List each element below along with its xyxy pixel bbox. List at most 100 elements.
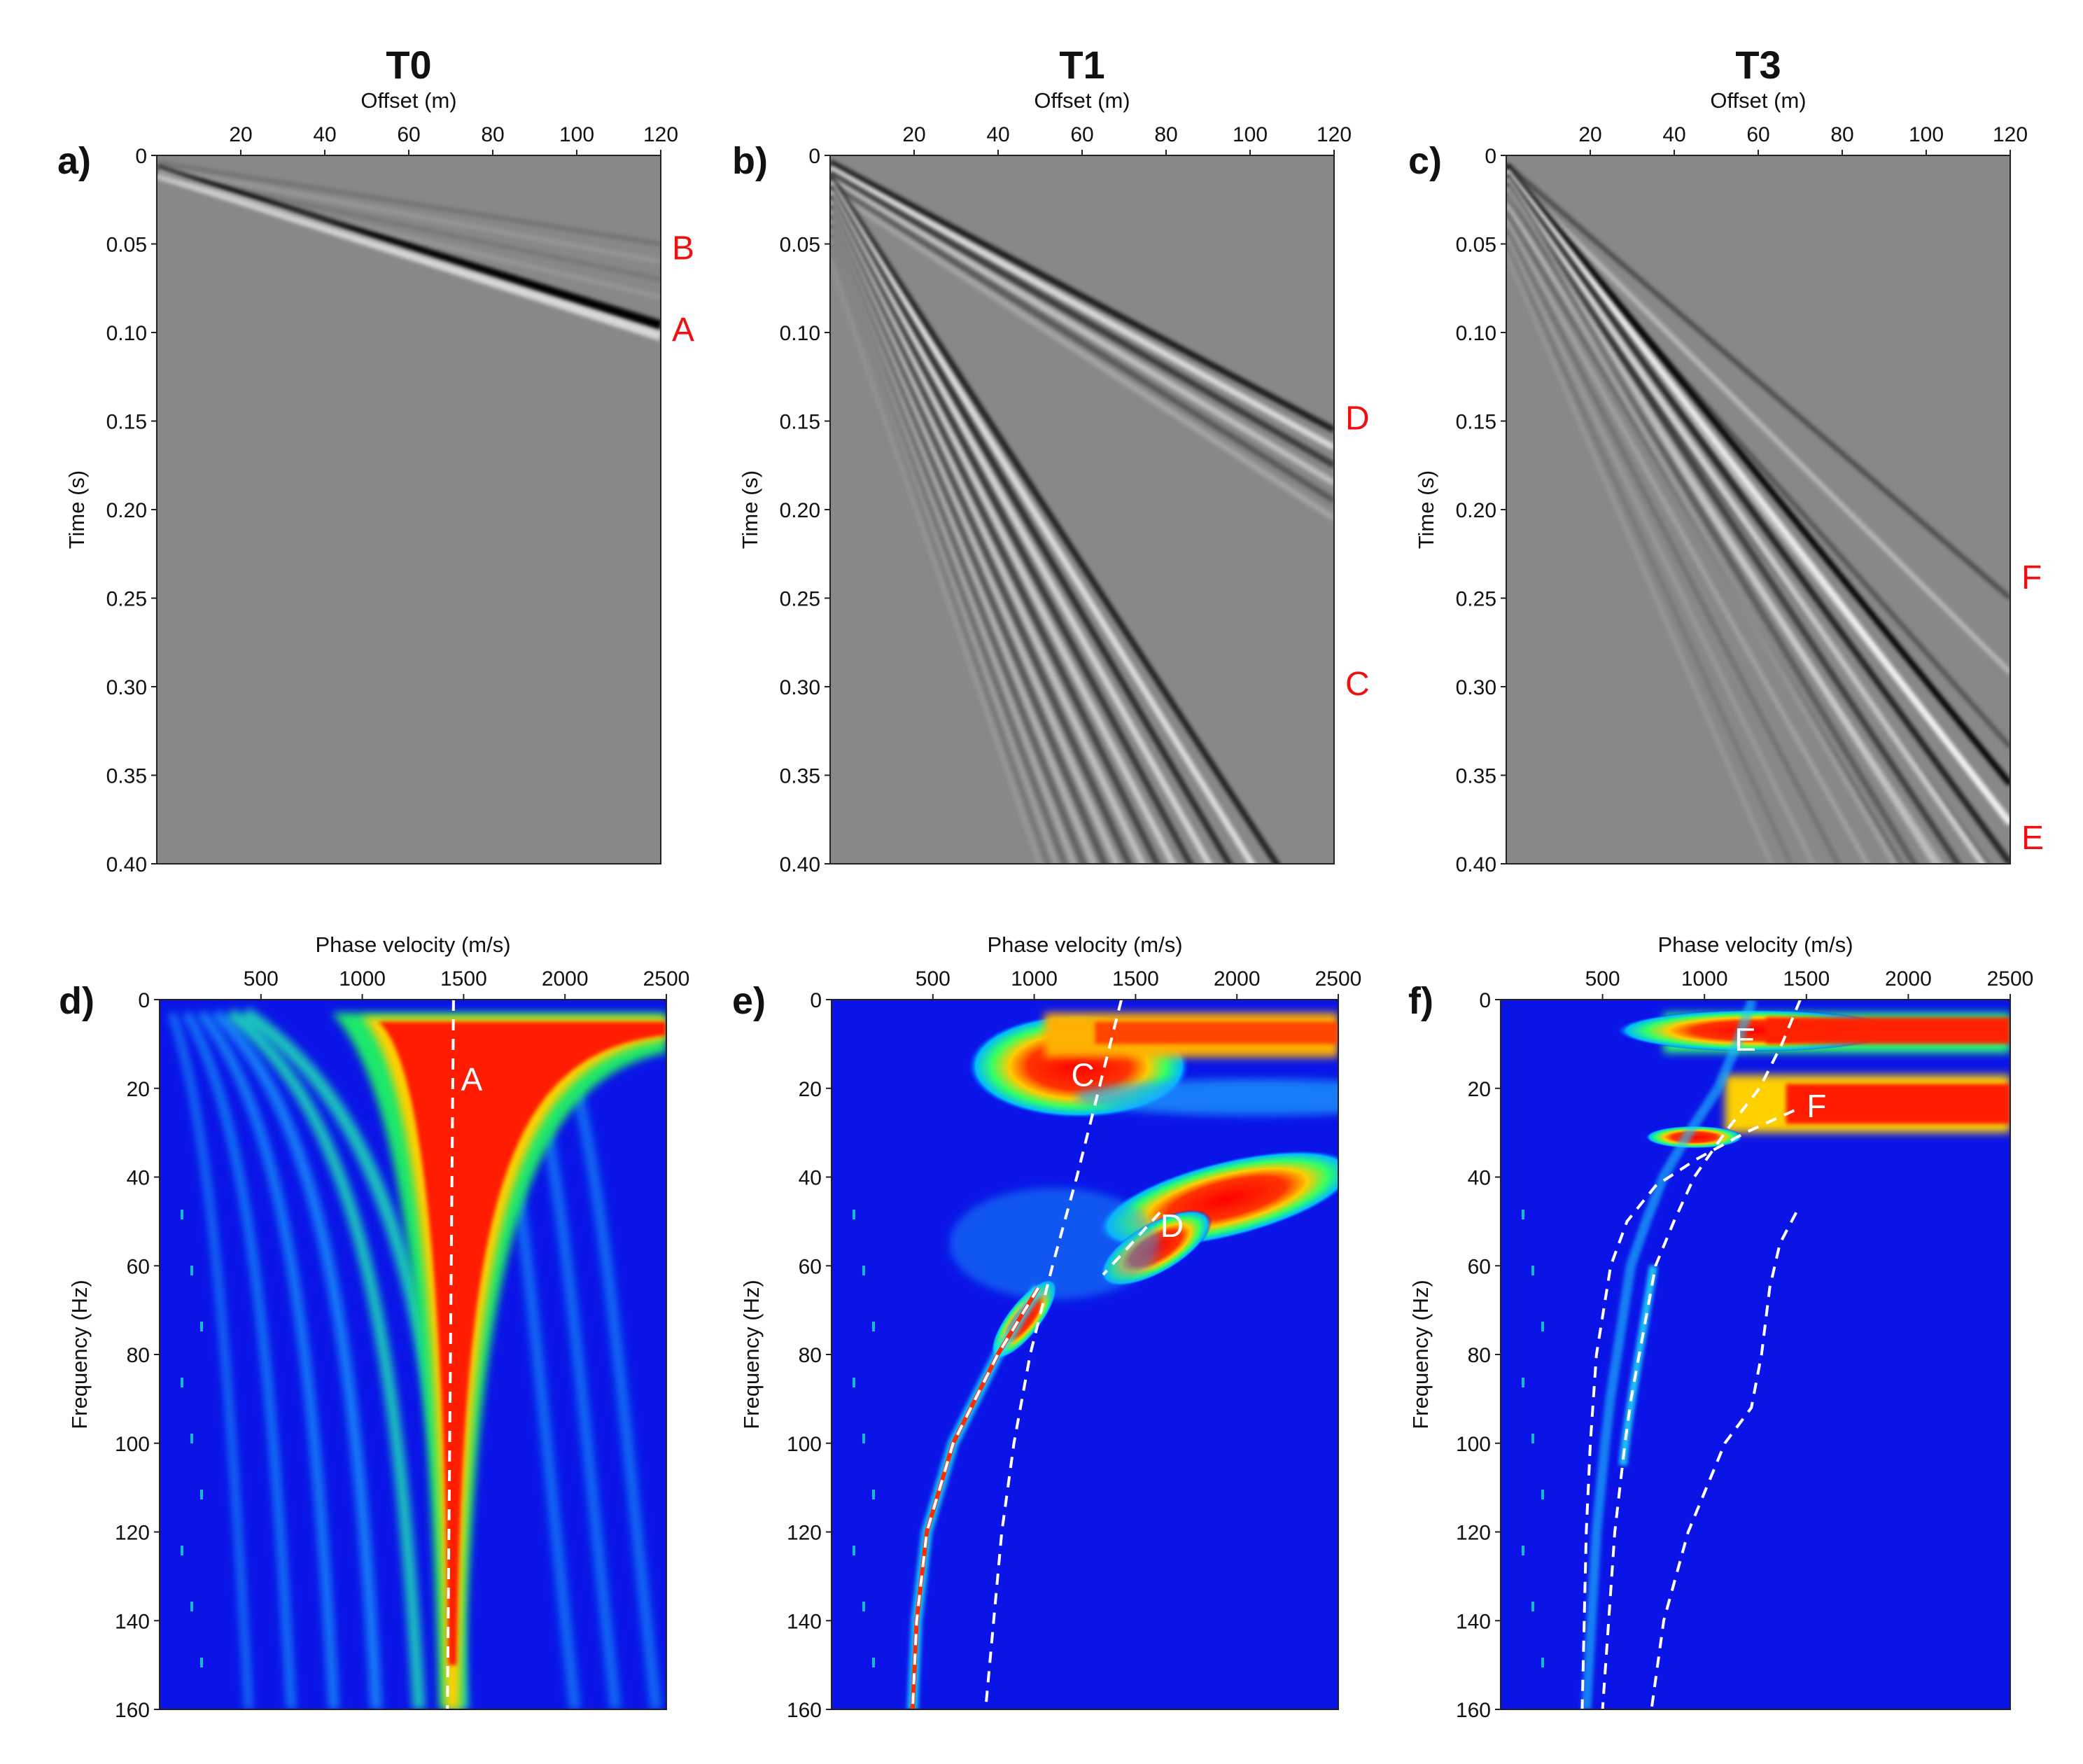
edge-artifact	[862, 1434, 865, 1443]
x-tick-label-e: 500	[916, 967, 951, 990]
column-title-b: T1	[1059, 43, 1104, 87]
x-tick-label-c: 60	[1746, 123, 1769, 146]
edge-artifact	[872, 1490, 875, 1499]
x-tick-label-a: 60	[397, 123, 420, 146]
event-label-D: D	[1345, 400, 1370, 437]
mode-label-E: E	[1734, 1021, 1756, 1058]
x-tick-label-e: 2000	[1214, 967, 1261, 990]
edge-artifact	[853, 1210, 855, 1219]
edge-artifact	[1531, 1266, 1534, 1275]
y-axis-label-e: Frequency (Hz)	[739, 1280, 764, 1429]
edge-artifact	[862, 1602, 865, 1611]
y-axis-label-a: Time (s)	[64, 470, 89, 550]
x-axis-label-a: Offset (m)	[360, 88, 456, 113]
column-title-c: T3	[1735, 43, 1781, 87]
panel-e: e)Phase velocity (m/s)500 1000 1500 2000 250…	[732, 932, 1439, 1722]
y-tick-label-a: 0.40	[106, 853, 147, 876]
event-label-E: E	[2021, 820, 2044, 857]
edge-artifact	[1541, 1322, 1544, 1331]
y-tick-label-b: 0.40	[780, 853, 820, 876]
y-tick-label-e: 80	[799, 1344, 822, 1367]
y-tick-label-c: 0	[1485, 145, 1496, 168]
energy-band-core	[1095, 1022, 1338, 1044]
y-tick-label-c: 0.15	[1456, 411, 1496, 434]
y-tick-label-e: 120	[787, 1522, 822, 1545]
mode-label-F: F	[1807, 1088, 1826, 1124]
x-axis-label-d: Phase velocity (m/s)	[315, 932, 510, 957]
x-tick-label-c: 80	[1830, 123, 1853, 146]
y-tick-label-b: 0.35	[780, 765, 820, 788]
panel-label-f: f)	[1408, 980, 1433, 1022]
y-tick-label-d: 80	[127, 1344, 150, 1367]
x-tick-label-f: 1000	[1681, 967, 1728, 990]
edge-artifact	[1522, 1378, 1524, 1387]
panel-d: d)Phase velocity (m/s)500 1000 1500 2000 250…	[59, 932, 689, 1722]
panel-label-b: b)	[732, 140, 768, 182]
edge-artifact	[200, 1658, 203, 1667]
x-tick-label-c: 100	[1909, 123, 1944, 146]
x-tick-label-d: 500	[244, 967, 279, 990]
y-tick-label-d: 0	[138, 989, 150, 1012]
x-axis-label-b: Offset (m)	[1034, 88, 1130, 113]
x-tick-label-a: 100	[559, 123, 594, 146]
x-tick-label-e: 1500	[1112, 967, 1159, 990]
y-tick-label-b: 0.30	[780, 676, 820, 699]
edge-artifact	[862, 1266, 865, 1275]
column-title-a: T0	[386, 43, 431, 87]
y-tick-label-f: 60	[1468, 1255, 1491, 1278]
y-tick-label-e: 0	[810, 989, 822, 1012]
y-tick-label-b: 0.25	[780, 588, 820, 611]
y-tick-label-c: 0.25	[1456, 588, 1496, 611]
y-tick-label-f: 120	[1456, 1522, 1491, 1545]
y-tick-label-d: 40	[127, 1167, 150, 1190]
edge-artifact	[1531, 1602, 1534, 1611]
edge-artifact	[872, 1322, 875, 1331]
y-tick-label-a: 0.05	[106, 234, 147, 257]
y-tick-label-a: 0	[135, 145, 147, 168]
event-label-F: F	[2021, 559, 2042, 596]
edge-artifact	[181, 1546, 183, 1555]
x-tick-label-d: 1000	[339, 967, 386, 990]
mode-label-C: C	[1071, 1057, 1094, 1093]
y-tick-label-e: 20	[799, 1078, 822, 1101]
event-label-C: C	[1345, 666, 1370, 703]
y-axis-label-f: Frequency (Hz)	[1408, 1280, 1433, 1429]
edge-artifact	[190, 1434, 193, 1443]
y-tick-label-e: 40	[799, 1167, 822, 1190]
edge-artifact	[1531, 1434, 1534, 1443]
x-tick-label-b: 60	[1070, 123, 1093, 146]
x-tick-label-d: 2000	[542, 967, 589, 990]
x-tick-label-e: 2500	[1315, 967, 1362, 990]
y-tick-label-d: 100	[115, 1433, 150, 1456]
energy-band-core	[1766, 1017, 2010, 1044]
mode-label-A: A	[461, 1061, 483, 1098]
y-tick-label-e: 100	[787, 1433, 822, 1456]
panel-label-c: c)	[1408, 140, 1442, 182]
y-tick-label-c: 0.35	[1456, 765, 1496, 788]
x-tick-label-f: 1500	[1783, 967, 1830, 990]
edge-artifact	[181, 1210, 183, 1219]
edge-artifact	[1522, 1546, 1524, 1555]
x-tick-label-e: 1000	[1011, 967, 1058, 990]
x-tick-label-b: 80	[1154, 123, 1177, 146]
plot-area-f	[1501, 1000, 2010, 1709]
x-tick-label-f: 2500	[1987, 967, 2034, 990]
x-tick-label-a: 20	[229, 123, 252, 146]
y-tick-label-c: 0.10	[1456, 322, 1496, 345]
y-tick-label-a: 0.30	[106, 676, 147, 699]
y-tick-label-f: 100	[1456, 1433, 1491, 1456]
event-label-A: A	[672, 312, 694, 349]
y-tick-label-f: 0	[1479, 989, 1491, 1012]
y-axis-label-c: Time (s)	[1414, 470, 1438, 550]
y-tick-label-d: 120	[115, 1522, 150, 1545]
edge-artifact	[853, 1378, 855, 1387]
edge-artifact	[872, 1658, 875, 1667]
x-axis-label-f: Phase velocity (m/s)	[1657, 932, 1853, 957]
x-tick-label-b: 120	[1317, 123, 1352, 146]
x-tick-label-f: 2000	[1885, 967, 1932, 990]
edge-artifact	[200, 1322, 203, 1331]
y-axis-label-d: Frequency (Hz)	[67, 1280, 92, 1429]
y-tick-label-b: 0.20	[780, 499, 820, 522]
y-tick-label-e: 60	[799, 1255, 822, 1278]
y-tick-label-a: 0.15	[106, 411, 147, 434]
